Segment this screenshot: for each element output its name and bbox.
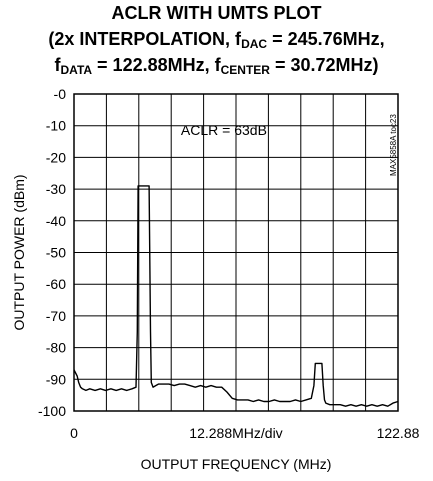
y-tick-label: -40 bbox=[46, 213, 66, 229]
title-text: ACLR WITH UMTS PLOT bbox=[111, 3, 322, 23]
y-tick-label: -60 bbox=[46, 276, 66, 292]
title-text: f bbox=[54, 55, 61, 75]
chart-title-line-3: fDATA = 122.88MHz, fCENTER = 30.72MHz) bbox=[0, 54, 433, 76]
y-tick-label: -20 bbox=[46, 149, 66, 165]
x-tick-label: 122.88 bbox=[377, 425, 420, 441]
title-subscript: CENTER bbox=[220, 63, 270, 77]
y-tick-label: -90 bbox=[46, 371, 66, 387]
y-tick-label: -50 bbox=[46, 245, 66, 261]
title-text: (2x INTERPOLATION, f bbox=[48, 29, 242, 49]
x-tick-label: 12.288MHz/div bbox=[189, 425, 282, 441]
x-axis-label: OUTPUT FREQUENCY (MHz) bbox=[141, 456, 332, 472]
title-text: = 245.76MHz, bbox=[267, 29, 385, 49]
title-text: = 30.72MHz) bbox=[269, 55, 379, 75]
y-tick-label: -0 bbox=[54, 86, 67, 102]
y-tick-label: -80 bbox=[46, 340, 66, 356]
title-subscript: DAC bbox=[241, 37, 268, 51]
series-line bbox=[73, 185, 399, 407]
title-subscript: DATA bbox=[60, 63, 93, 77]
chart-title-line-1: ACLR WITH UMTS PLOT bbox=[0, 2, 433, 24]
y-tick-label: -10 bbox=[46, 118, 66, 134]
y-tick-labels: -0 -10 -20 -30 -40 -50 -60 -70 -80 -90 -100 bbox=[38, 86, 66, 419]
grid bbox=[74, 94, 398, 411]
y-tick-label: -30 bbox=[46, 181, 66, 197]
y-tick-label: -70 bbox=[46, 308, 66, 324]
title-text: = 122.88MHz, f bbox=[92, 55, 221, 75]
chart-title-line-2: (2x INTERPOLATION, fDAC = 245.76MHz, bbox=[0, 28, 433, 50]
x-tick-label: 0 bbox=[70, 425, 78, 441]
x-tick-labels: 0 12.288MHz/div 122.88 bbox=[70, 425, 420, 441]
plot-frame bbox=[73, 93, 399, 412]
side-label: MAX5858A toc23 bbox=[389, 114, 398, 176]
aclr-annotation: ACLR = 63dB bbox=[181, 122, 267, 138]
y-tick-label: -100 bbox=[38, 403, 66, 419]
y-axis-label: OUTPUT POWER (dBm) bbox=[11, 174, 27, 330]
